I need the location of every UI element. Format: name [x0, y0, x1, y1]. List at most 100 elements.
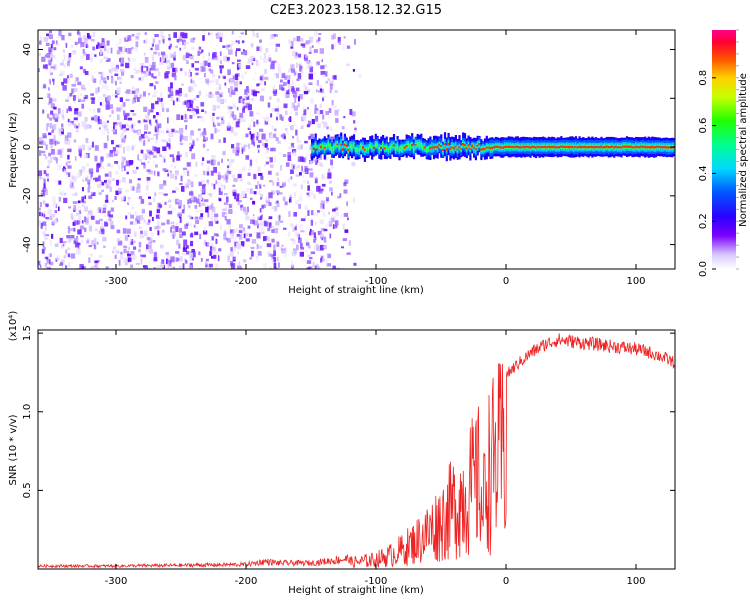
- noise-cell: [188, 205, 191, 209]
- noise-cell: [198, 216, 203, 220]
- signal-cell: [396, 144, 399, 149]
- noise-cell: [232, 103, 236, 109]
- noise-cell: [280, 165, 283, 171]
- noise-cell: [260, 193, 264, 199]
- noise-cell: [254, 220, 259, 226]
- signal-cell: [629, 145, 632, 148]
- signal-cell: [442, 148, 445, 151]
- noise-cell: [228, 81, 230, 86]
- noise-cell: [181, 83, 184, 86]
- noise-cell: [42, 133, 47, 139]
- noise-cell: [217, 122, 221, 126]
- noise-cell: [194, 67, 199, 71]
- noise-cell: [278, 262, 280, 268]
- signal-cell: [411, 144, 414, 147]
- signal-cell: [664, 146, 667, 149]
- noise-cell: [51, 233, 54, 239]
- noise-cell: [165, 55, 169, 58]
- signal-cell: [496, 145, 499, 148]
- noise-cell: [309, 231, 312, 236]
- noise-cell: [188, 265, 192, 269]
- noise-cell: [221, 212, 225, 218]
- noise-cell: [121, 167, 123, 172]
- signal-cell: [620, 146, 623, 149]
- noise-cell: [143, 163, 146, 169]
- noise-cell: [120, 60, 123, 63]
- noise-cell: [219, 92, 224, 98]
- noise-cell: [183, 136, 188, 141]
- noise-cell: [326, 258, 328, 265]
- noise-cell: [114, 67, 118, 72]
- noise-cell: [196, 95, 199, 98]
- noise-cell: [182, 39, 186, 45]
- noise-cell: [111, 92, 115, 97]
- signal-cell: [511, 145, 514, 148]
- noise-cell: [216, 129, 220, 132]
- noise-cell: [329, 83, 333, 90]
- noise-cell: [230, 263, 236, 269]
- noise-cell: [81, 220, 84, 224]
- noise-cell: [90, 171, 93, 177]
- noise-cell: [273, 262, 277, 269]
- signal-cell: [591, 146, 594, 149]
- noise-cell: [55, 217, 58, 222]
- noise-cell: [287, 79, 290, 84]
- noise-cell: [348, 240, 351, 246]
- noise-cell: [91, 100, 95, 104]
- noise-cell: [332, 265, 336, 269]
- noise-cell: [236, 106, 239, 111]
- noise-cell: [53, 135, 56, 141]
- noise-cell: [192, 196, 197, 203]
- x-tick-label: -200: [235, 576, 258, 587]
- noise-cell: [155, 214, 160, 219]
- signal-cell: [360, 144, 363, 150]
- noise-cell: [178, 97, 180, 103]
- noise-cell: [263, 117, 266, 121]
- noise-cell: [95, 87, 98, 94]
- noise-cell: [74, 238, 78, 243]
- noise-cell: [320, 203, 325, 209]
- noise-cell: [112, 178, 115, 181]
- noise-cell: [229, 91, 232, 98]
- noise-cell: [139, 66, 144, 73]
- noise-cell: [209, 250, 212, 256]
- noise-cell: [93, 244, 97, 250]
- noise-cell: [183, 245, 185, 251]
- noise-cell: [128, 160, 134, 164]
- noise-cell: [83, 97, 87, 100]
- noise-cell: [277, 63, 280, 70]
- noise-cell: [265, 149, 270, 154]
- noise-cell: [203, 30, 206, 34]
- noise-cell: [178, 200, 182, 206]
- noise-cell: [110, 225, 115, 230]
- noise-cell: [90, 210, 93, 216]
- noise-cell: [131, 220, 135, 225]
- noise-cell: [250, 43, 254, 48]
- noise-cell: [48, 60, 52, 66]
- noise-cell: [74, 95, 80, 99]
- x-tick-label: -200: [235, 276, 258, 287]
- noise-cell: [170, 170, 172, 173]
- noise-cell: [119, 81, 122, 84]
- noise-cell: [142, 140, 146, 146]
- noise-cell: [220, 225, 222, 230]
- noise-cell: [250, 55, 255, 61]
- noise-cell: [98, 127, 101, 130]
- noise-cell: [170, 87, 173, 93]
- signal-cell: [460, 147, 463, 150]
- noise-cell: [176, 155, 181, 161]
- noise-cell: [173, 32, 177, 38]
- noise-cell: [64, 240, 69, 244]
- noise-cell: [243, 144, 248, 148]
- noise-cell: [252, 78, 255, 81]
- noise-cell: [213, 55, 218, 61]
- noise-cell: [267, 236, 270, 242]
- noise-cell: [67, 121, 71, 127]
- signal-cell: [385, 145, 388, 150]
- noise-cell: [199, 233, 202, 240]
- noise-cell: [60, 154, 63, 158]
- noise-cell: [155, 164, 158, 168]
- signal-cell: [544, 145, 547, 148]
- noise-cell: [155, 119, 158, 123]
- noise-cell: [84, 195, 86, 200]
